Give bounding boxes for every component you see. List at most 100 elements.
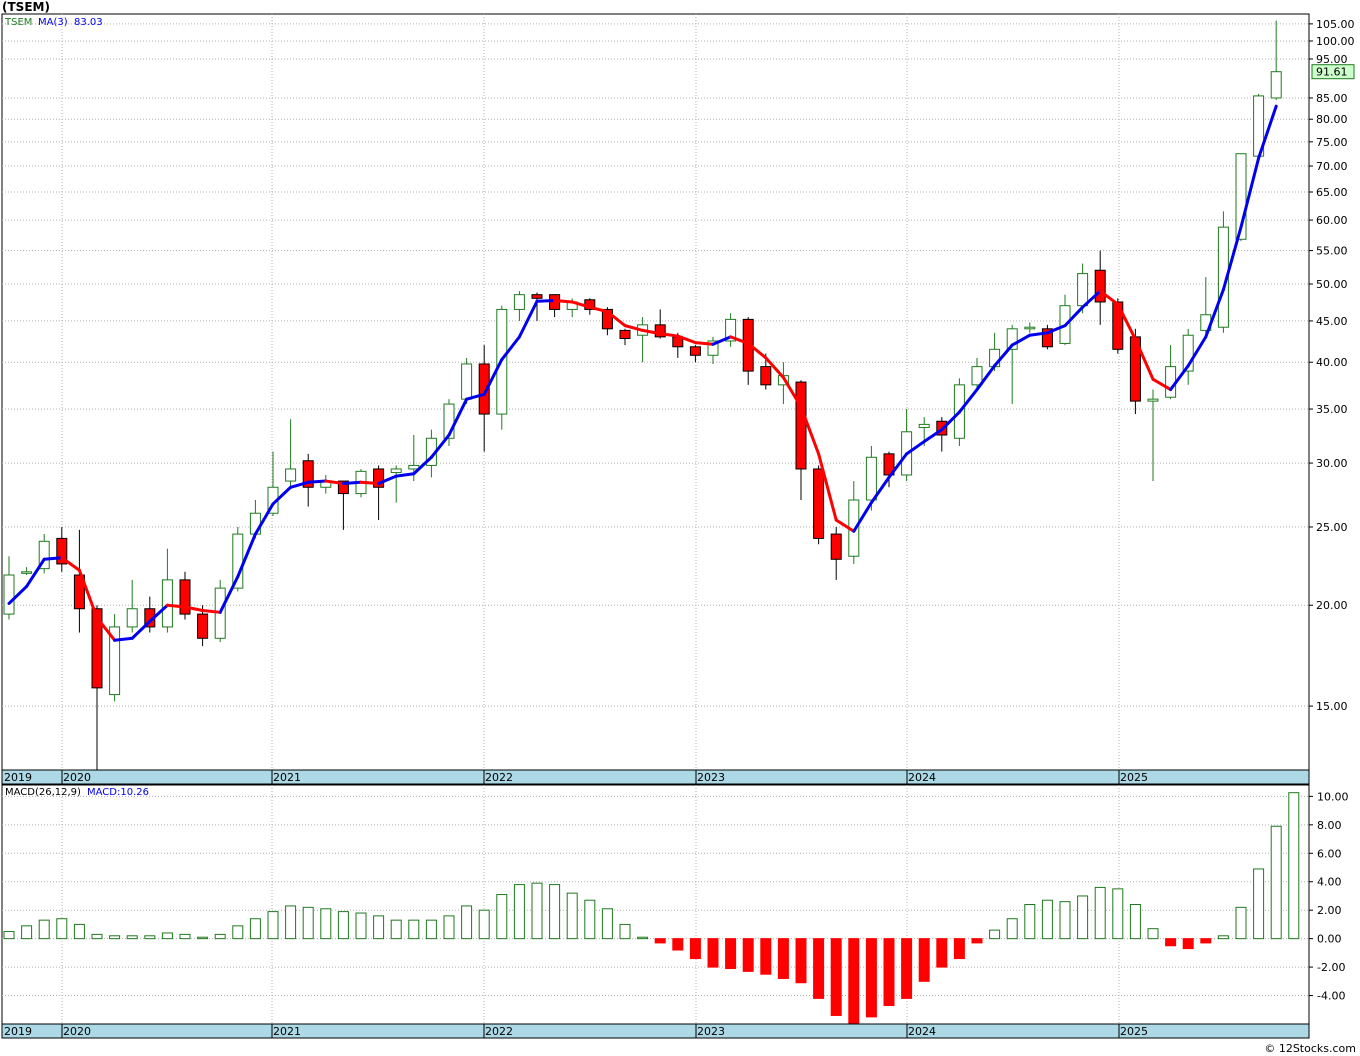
- ma3-segment: [975, 364, 997, 392]
- candle-body: [1041, 328, 1053, 348]
- ma3-segment: [218, 575, 240, 614]
- ticker-legend-label: TSEM: [4, 17, 32, 28]
- candle-body: [918, 423, 930, 429]
- macd-bar: [1112, 888, 1124, 940]
- macd-bar: [1217, 935, 1229, 940]
- candle-body: [443, 403, 455, 439]
- price-y-tick-label: 105.00: [1316, 18, 1355, 31]
- macd-bar: [109, 935, 121, 940]
- macd-bar: [126, 935, 138, 940]
- ma3-segment: [1239, 156, 1261, 229]
- candle-body: [971, 366, 983, 386]
- macd-bar: [549, 884, 561, 940]
- candle-body: [21, 571, 33, 574]
- ma3-segment: [605, 310, 627, 328]
- macd-bar: [918, 938, 930, 982]
- candle-body: [56, 537, 68, 565]
- candle-body: [1094, 269, 1106, 303]
- macd-bar: [390, 919, 402, 940]
- ma3-segment: [25, 557, 46, 588]
- macd-bar: [91, 933, 103, 940]
- ma3-segment: [1151, 377, 1173, 392]
- ma3-segment: [77, 568, 99, 620]
- macd-bar: [478, 909, 490, 940]
- ma3-segment: [799, 405, 821, 456]
- ma3-segment: [271, 485, 293, 506]
- candle-body: [478, 363, 490, 415]
- price-y-tick-label: 20.00: [1316, 599, 1348, 612]
- macd-bar: [1077, 895, 1089, 940]
- ma3-segment: [500, 335, 521, 362]
- macd-year-label: 2025: [1120, 1025, 1148, 1038]
- price-y-tick-label: 80.00: [1316, 113, 1348, 126]
- macd-bar: [56, 918, 68, 940]
- macd-legend-label: MACD(26,12,9): [5, 787, 81, 798]
- candle-body: [285, 468, 297, 482]
- ma3-segment: [922, 428, 944, 444]
- candle-body: [197, 613, 209, 639]
- price-panel: 15.00 20.00 25.00 30.00 35.00 40.00 45.00 50.00…: [1, 13, 1355, 785]
- ma3-segment: [359, 480, 381, 486]
- ma3-segment: [746, 341, 768, 360]
- ma3-segment: [412, 455, 433, 476]
- candle-body: [373, 468, 385, 488]
- macd-bar: [1059, 901, 1071, 940]
- candle-body: [179, 579, 191, 615]
- macd-bar: [689, 938, 701, 960]
- macd-bar: [161, 932, 173, 940]
- macd-bar: [971, 938, 983, 944]
- ma3-segment: [7, 584, 29, 605]
- macd-bar: [795, 938, 807, 984]
- macd-bar: [1147, 928, 1159, 940]
- macd-bar: [848, 938, 860, 1025]
- macd-panel: -4.00 -2.00 0.00 2.00 4.00 6.00 8.00 10.00 MACD(…: [1, 784, 1349, 1039]
- ma3-segment: [553, 298, 574, 304]
- ma3-segment: [465, 392, 486, 401]
- ma3-segment: [482, 358, 504, 396]
- macd-year-label: 2019: [4, 1025, 32, 1038]
- price-y-tick-label: 45.00: [1316, 315, 1348, 328]
- ma3-segment: [113, 636, 134, 642]
- price-year-label: 2024: [908, 771, 936, 784]
- macd-year-label: 2021: [273, 1025, 301, 1038]
- ma3-segment: [1098, 289, 1120, 306]
- price-year-label: 2022: [485, 771, 513, 784]
- ma3-segment: [253, 502, 275, 536]
- candle-body: [513, 294, 525, 310]
- macd-legend-value: MACD:10.26: [87, 787, 149, 798]
- candle-body: [531, 294, 543, 299]
- candle-body: [109, 626, 121, 696]
- ma3-segment: [1010, 333, 1032, 347]
- macd-bar: [1270, 825, 1282, 940]
- ma3-segment: [1204, 288, 1225, 339]
- candle-body: [725, 318, 737, 342]
- ma3-segment: [60, 556, 81, 572]
- ma3-segment: [201, 609, 222, 614]
- macd-bar: [1288, 792, 1300, 940]
- ma3-segment: [1045, 324, 1067, 335]
- price-y-tick-label: 70.00: [1316, 160, 1348, 173]
- price-year-label: 2025: [1120, 771, 1148, 784]
- macd-bar: [883, 938, 895, 1007]
- price-y-tick-label: 30.00: [1316, 457, 1348, 470]
- ma3-segment: [1116, 302, 1137, 341]
- ma3-segment: [95, 616, 117, 642]
- macd-y-tick-label: -2.00: [1317, 961, 1345, 974]
- candle-body: [795, 381, 807, 470]
- macd-bar: [1024, 904, 1036, 940]
- macd-bar: [777, 938, 789, 979]
- price-plot-area: [1, 13, 1310, 771]
- macd-y-tick-label: 8.00: [1317, 819, 1342, 832]
- macd-bar: [830, 938, 842, 1016]
- price-y-tick-label: 15.00: [1316, 700, 1348, 713]
- macd-bar: [936, 938, 948, 968]
- macd-bar: [214, 933, 226, 940]
- macd-bar: [865, 938, 877, 1018]
- ma3-segment: [1186, 335, 1208, 368]
- price-y-tick-label: 85.00: [1316, 92, 1348, 105]
- copyright-footer: © 12Stocks.com: [1264, 1042, 1356, 1055]
- candle-body: [760, 366, 772, 386]
- price-y-tick-label: 55.00: [1316, 245, 1348, 258]
- macd-bar: [742, 938, 754, 972]
